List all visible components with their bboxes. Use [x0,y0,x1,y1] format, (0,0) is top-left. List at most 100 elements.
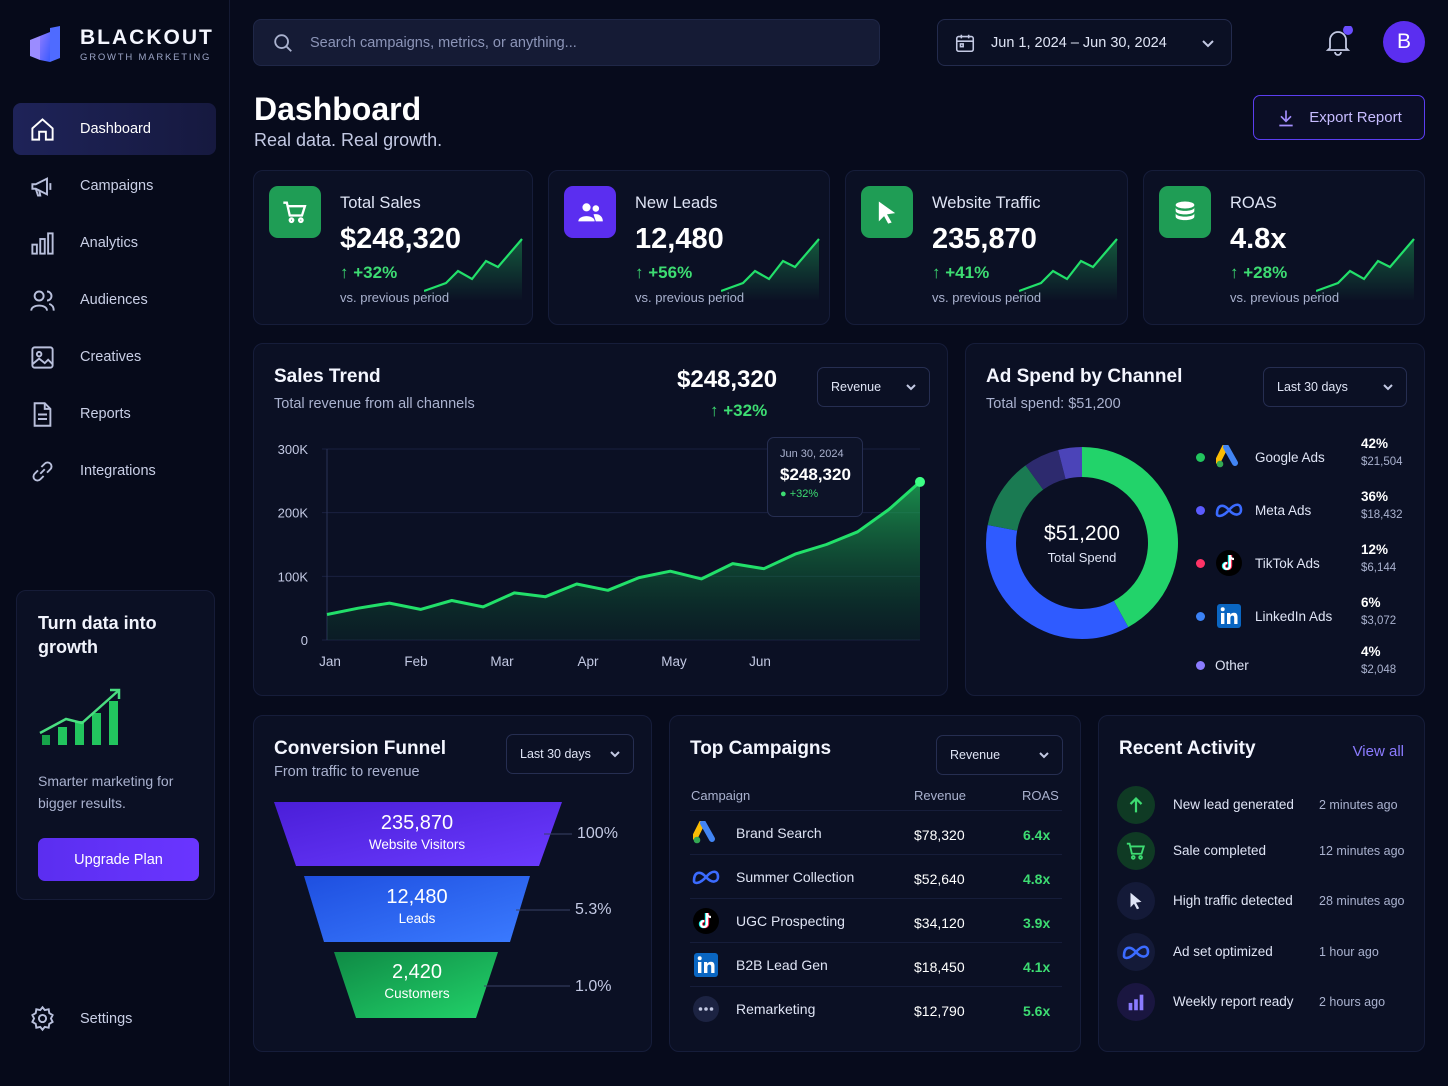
settings-label: Settings [80,1010,133,1027]
brand-logo[interactable]: BLACKOUT GROWTH MARKETING [28,24,214,64]
coins-icon [1175,201,1195,221]
cart-icon [1126,842,1146,860]
campaign-name: Remarketing [736,1001,816,1017]
table-row[interactable]: UGC Prospecting $34,120 3.9x [690,898,1062,942]
activity-item[interactable]: Ad set optimized 1 hour ago [1117,929,1407,973]
table-row[interactable]: Summer Collection $52,640 4.8x [690,854,1062,898]
ad-spend-period-dropdown[interactable]: Last 30 days [1263,367,1407,407]
search-input[interactable] [310,34,850,51]
campaign-roas: 4.1x [1023,959,1051,975]
donut-slice-google-ads[interactable] [1082,447,1178,628]
export-report-button[interactable]: Export Report [1253,95,1425,140]
nav-item-reports[interactable]: Reports [13,388,216,440]
column-header-campaign[interactable]: Campaign [691,788,751,803]
activity-icon-box [1117,933,1155,971]
brand-tagline: GROWTH MARKETING [80,51,212,63]
dropdown-value: Revenue [831,380,882,394]
campaign-roas: 6.4x [1023,827,1051,843]
more-icon [692,995,720,1023]
campaigns-metric-dropdown[interactable]: Revenue [936,735,1063,775]
sales-point-latest[interactable] [915,476,925,487]
table-row[interactable]: Brand Search $78,320 6.4x [690,810,1062,854]
legend-amount: $18,432 [1361,509,1403,521]
kpi-card-total-sales[interactable]: Total Sales $248,320 ↑ +32% vs. previous… [253,170,533,325]
upgrade-plan-button[interactable]: Upgrade Plan [38,838,199,881]
users-icon [578,203,603,222]
funnel-period-dropdown[interactable]: Last 30 days [506,734,634,774]
x-tick-label: Jan [319,654,341,669]
dropdown-value: Last 30 days [520,747,591,761]
campaign-name: UGC Prospecting [736,913,845,929]
column-header-roas[interactable]: ROAS [1022,788,1059,803]
user-avatar[interactable]: B [1383,21,1425,63]
sales-line [326,480,921,616]
legend-amount: $2,048 [1361,664,1397,676]
view-all-link[interactable]: View all [1352,743,1404,760]
legend-item-other[interactable]: Other 4% $2,048 [1196,644,1406,680]
activity-text: Sale completed [1173,843,1267,858]
legend-item-google-ads[interactable]: Google Ads 42% $21,504 [1196,436,1406,472]
column-header-revenue[interactable]: Revenue [914,788,967,803]
funnel-pct-leads: 5.3% [575,901,612,918]
tooltip-date: Jun 30, 2024 [780,448,844,460]
kpi-change: ↑ +56% [635,263,693,282]
card-title: Top Campaigns [690,738,832,759]
activity-time: 2 hours ago [1319,995,1386,1009]
legend-item-meta-ads[interactable]: Meta Ads 36% $18,432 [1196,489,1406,525]
legend-item-tiktok-ads[interactable]: TikTok Ads 12% $6,144 [1196,542,1406,578]
legend-amount: $3,072 [1361,615,1397,627]
kpi-card-roas[interactable]: ROAS 4.8x ↑ +28% vs. previous period [1143,170,1425,325]
chart-tooltip: Jun 30, 2024 $248,320 ● +32% [767,437,863,517]
nav-item-audiences[interactable]: Audiences [13,274,216,326]
chevron-down-icon [1039,752,1049,759]
kpi-note: vs. previous period [635,290,745,305]
kpi-icon-box [1159,186,1211,238]
kpi-card-new-leads[interactable]: New Leads 12,480 ↑ +56% vs. previous per… [548,170,830,325]
donut-slice-meta-ads[interactable] [986,525,1129,639]
ad-spend-card: Ad Spend by Channel Total spend: $51,200… [965,343,1425,696]
nav-item-settings[interactable]: Settings [29,1005,132,1032]
date-range-picker[interactable]: Jun 1, 2024 – Jun 30, 2024 [937,19,1232,66]
activity-item[interactable]: Sale completed 12 minutes ago [1117,828,1407,872]
nav-label: Campaigns [80,178,154,194]
activity-item[interactable]: High traffic detected 28 minutes ago [1117,878,1407,922]
card-subtitle: Total spend: $51,200 [986,396,1121,412]
legend-item-linkedin-ads[interactable]: LinkedIn Ads 6% $3,072 [1196,595,1406,631]
donut-slice-tiktok-ads[interactable] [987,465,1044,531]
activity-time: 12 minutes ago [1319,844,1405,858]
donut-slice-other[interactable] [1058,447,1082,480]
legend-name: Other [1215,657,1249,673]
x-tick-label: Apr [577,654,599,669]
y-tick-label: 300K [278,442,309,457]
tooltip-change: ● +32% [780,488,819,500]
activity-icon-box [1117,983,1155,1021]
kpi-change: ↑ +41% [932,263,990,282]
nav-item-campaigns[interactable]: Campaigns [13,160,216,212]
kpi-note: vs. previous period [932,290,1042,305]
table-row[interactable]: B2B Lead Gen $18,450 4.1x [690,942,1062,986]
nav-item-analytics[interactable]: Analytics [13,217,216,269]
activity-time: 2 minutes ago [1319,798,1398,812]
brand-name: BLACKOUT [80,25,214,49]
sales-change-value: +32% [723,401,768,420]
campaign-revenue: $34,120 [914,915,965,931]
funnel-label: Customers [384,986,450,1001]
activity-item[interactable]: New lead generated 2 minutes ago [1117,782,1407,826]
notification-bell-icon[interactable] [1322,26,1354,58]
kpi-label: ROAS [1230,194,1277,212]
kpi-card-website-traffic[interactable]: Website Traffic 235,870 ↑ +41% vs. previ… [845,170,1128,325]
activity-item[interactable]: Weekly report ready 2 hours ago [1117,979,1407,1023]
search-icon [274,33,292,52]
table-row[interactable]: Remarketing $12,790 5.6x [690,986,1062,1030]
nav-item-dashboard[interactable]: Dashboard [13,103,216,155]
donut-slice-linkedin-ads[interactable] [1025,450,1066,490]
search-bar[interactable] [253,19,880,66]
campaign-name: Brand Search [736,825,822,841]
sales-metric-dropdown[interactable]: Revenue [817,367,930,407]
nav-item-creatives[interactable]: Creatives [13,331,216,383]
sales-area [327,481,920,640]
campaign-name: Summer Collection [736,869,855,885]
linkedin-icon [692,951,720,979]
google-ads-icon [692,819,720,847]
nav-item-integrations[interactable]: Integrations [13,445,216,497]
